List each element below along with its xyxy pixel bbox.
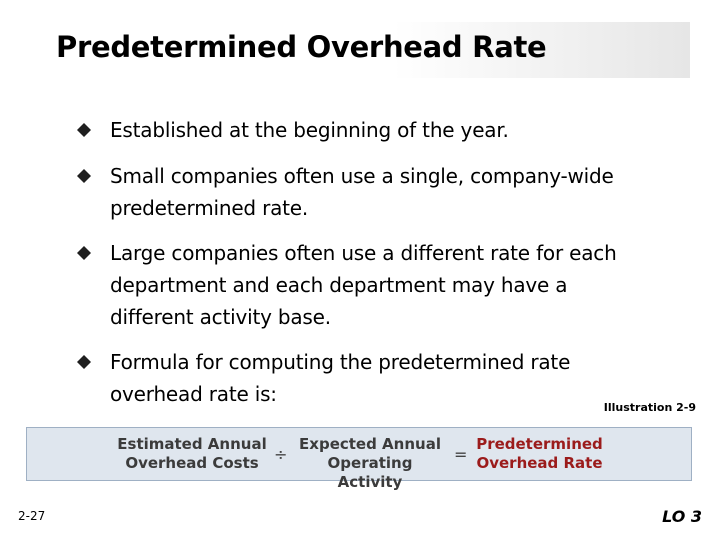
formula-term-overhead-costs: Estimated Annual Overhead Costs: [117, 435, 267, 473]
bullet-text-line: predetermined rate.: [110, 196, 309, 220]
formula-term-line: Operating Activity: [327, 454, 413, 491]
formula-box: Estimated Annual Overhead Costs ÷ Expect…: [26, 427, 692, 491]
diamond-bullet-icon: [76, 122, 92, 138]
formula-term-line: Predetermined: [476, 435, 603, 453]
bullet-text-line: Small companies often use a single, comp…: [110, 164, 614, 188]
diamond-bullet-icon: [76, 245, 92, 261]
title-background: [30, 22, 690, 78]
bullet-text-line: different activity base.: [110, 305, 331, 329]
formula-term-line: Overhead Costs: [125, 454, 259, 472]
bullet-text-line: Established at the beginning of the year…: [110, 118, 509, 142]
bullet-item-2: Small companies often use a single, comp…: [110, 160, 670, 224]
diamond-bullet-icon: [76, 168, 92, 184]
diamond-bullet-icon: [76, 354, 92, 370]
formula-result-predetermined-rate: Predetermined Overhead Rate: [467, 435, 612, 473]
learning-objective-label: LO 3: [662, 507, 702, 526]
bullet-item-1: Established at the beginning of the year…: [110, 114, 670, 146]
slide-title: Predetermined Overhead Rate: [56, 30, 547, 64]
bullet-text-line: Formula for computing the predetermined …: [110, 350, 571, 374]
bullet-item-4: Formula for computing the predetermined …: [110, 346, 670, 410]
bullet-text-line: department and each department may have …: [110, 273, 568, 297]
formula-term-line: Overhead Rate: [476, 454, 603, 472]
formula-term-operating-activity: Expected Annual Operating Activity: [295, 435, 445, 492]
formula-term-line: Estimated Annual: [117, 435, 267, 453]
bullet-text-line: overhead rate is:: [110, 382, 277, 406]
bullet-text-line: Large companies often use a different ra…: [110, 241, 617, 265]
formula-term-line: Expected Annual: [299, 435, 441, 453]
slide-number: 2-27: [18, 509, 46, 523]
bullet-item-3: Large companies often use a different ra…: [110, 237, 670, 333]
divide-operator: ÷: [274, 445, 288, 464]
illustration-label: Illustration 2-9: [603, 401, 696, 414]
equals-operator: =: [454, 445, 468, 464]
